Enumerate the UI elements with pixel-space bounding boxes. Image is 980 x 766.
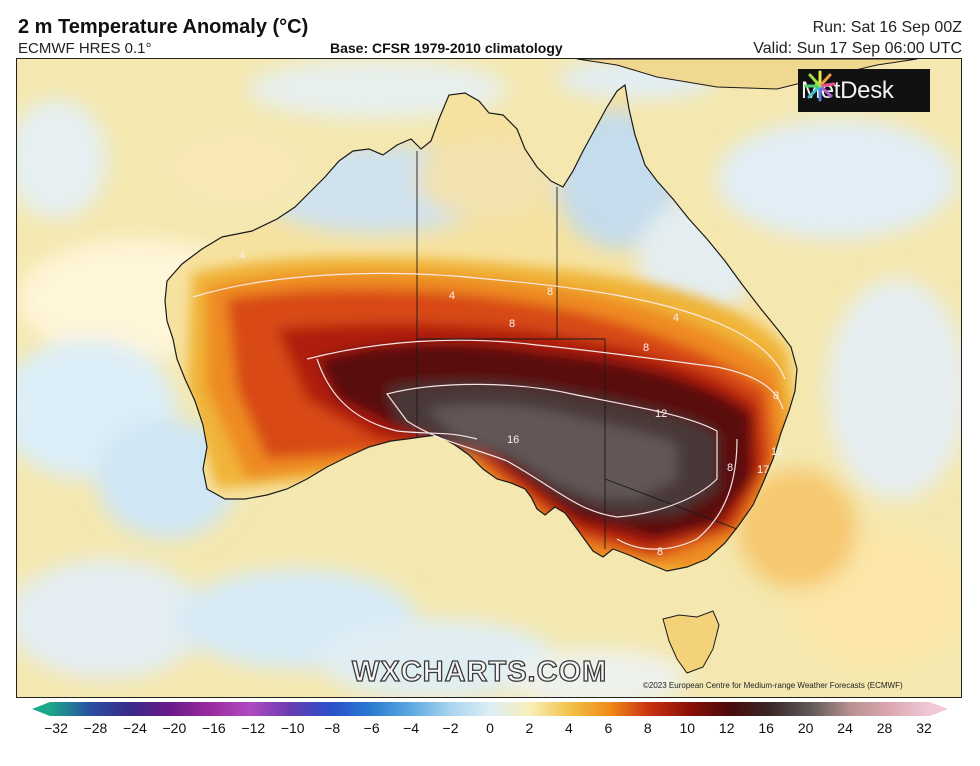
valid-time-label: Valid: Sun 17 Sep 06:00 UTC — [753, 40, 962, 57]
map-graphic: 4 4 4 8 8 8 8 12 16 17 12 8 8 8 — [17, 59, 961, 697]
colorbar-right-tip — [930, 702, 948, 716]
contour-label: 12 — [655, 408, 667, 420]
colorbar-left-tip — [32, 702, 50, 716]
contour-label: 8 — [773, 390, 779, 402]
colorbar-tick-label: 24 — [837, 720, 853, 736]
colorbar-tick-label: 0 — [486, 720, 494, 736]
tasmania — [662, 610, 720, 674]
contour-label: 4 — [239, 250, 245, 262]
colorbar-tick-label: −10 — [280, 720, 305, 736]
run-time-label: Run: Sat 16 Sep 00Z — [812, 19, 962, 36]
anomaly-contours — [192, 272, 786, 550]
colorbar-tick-label: −6 — [363, 720, 380, 736]
contour-label: 12 — [771, 446, 783, 458]
colorbar-tick-label: 16 — [758, 720, 774, 736]
contour-label: 16 — [507, 434, 519, 446]
anomaly-map: 4 4 4 8 8 8 8 12 16 17 12 8 8 8 — [16, 58, 962, 698]
coastline — [164, 83, 798, 572]
contour-label: 4 — [449, 290, 455, 302]
colorbar-tick-label: 32 — [916, 720, 932, 736]
copyright-notice: ©2023 European Centre for Medium-range W… — [643, 681, 903, 690]
colorbar-tick-label: −28 — [83, 720, 108, 736]
contour-label: 8 — [509, 318, 515, 330]
chart-title: 2 m Temperature Anomaly (°C) — [18, 16, 309, 38]
metdesk-burst-icon — [804, 70, 836, 102]
colorbar-tick-label: −8 — [324, 720, 341, 736]
contour-label: 8 — [643, 342, 649, 354]
colorbar-tick-label: −32 — [44, 720, 68, 736]
model-label: ECMWF HRES 0.1° — [18, 40, 152, 57]
colorbar-tick-label: −2 — [442, 720, 459, 736]
contour-label: 17 — [757, 464, 769, 476]
colorbar-tick-label: 10 — [679, 720, 696, 736]
colorbar-tick-label: 2 — [525, 720, 534, 736]
colorbar-tick-label: 28 — [876, 720, 893, 736]
contour-label: 8 — [727, 462, 733, 474]
colorbar-tick-label: −20 — [162, 720, 187, 736]
colorbar-tick-label: −12 — [241, 720, 266, 736]
colorbar — [32, 702, 948, 716]
wxcharts-watermark: WXCHARTS.COM — [351, 655, 608, 688]
contour-label: 8 — [547, 286, 553, 298]
colorbar-gradient — [50, 702, 930, 716]
colorbar-ticks: −32 −28 −24 −20 −16 −12 −10 −8 −6 −4 −2 0 2 4 6 8 10 12 16… — [0, 720, 980, 740]
colorbar-tick-label: 4 — [565, 720, 573, 736]
land-anomaly-field — [187, 109, 797, 571]
base-climatology-label: Base: CFSR 1979-2010 climatology — [330, 40, 563, 56]
colorbar-tick-label: 20 — [797, 720, 814, 736]
anomaly-contours-labels: 4 4 4 8 8 8 8 12 16 17 12 8 8 8 — [239, 250, 783, 558]
contour-label: 8 — [657, 546, 663, 558]
new-guinea-coast — [576, 59, 918, 90]
metdesk-logo: MetDesk — [798, 69, 930, 112]
contour-label: 4 — [673, 312, 679, 324]
ocean-anomaly-patches — [17, 59, 961, 697]
state-borders — [416, 151, 738, 549]
colorbar-tick-label: 12 — [718, 720, 735, 736]
colorbar-tick-label: −24 — [123, 720, 147, 736]
colorbar-tick-label: 8 — [643, 720, 652, 736]
colorbar-tick-label: −4 — [403, 720, 420, 736]
colorbar-tick-label: −16 — [201, 720, 226, 736]
colorbar-tick-label: 6 — [604, 720, 613, 736]
